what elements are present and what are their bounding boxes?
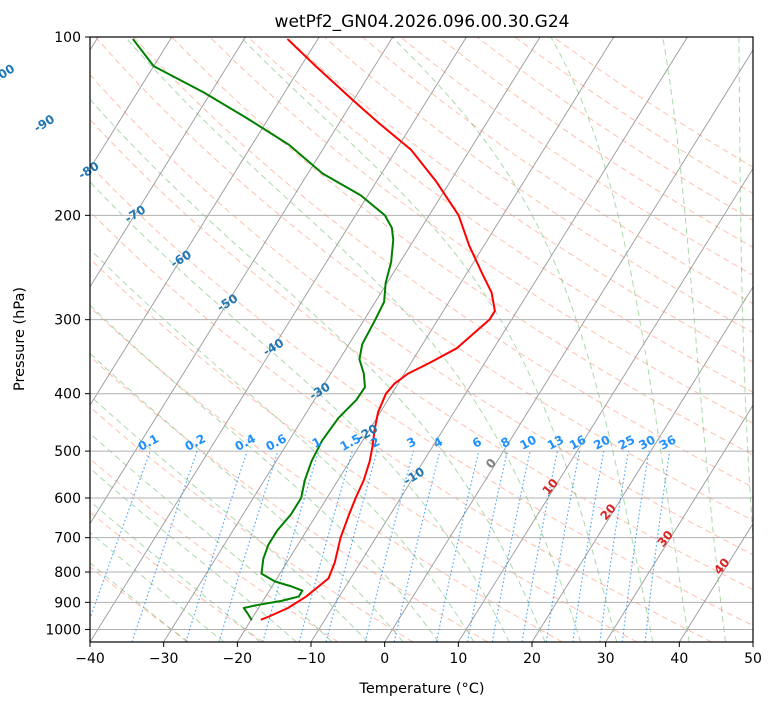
isotherm-line	[90, 37, 467, 642]
moist-adiabat-line	[391, 37, 654, 642]
temperature-profile-line	[260, 38, 496, 621]
dry-adiabat-line	[90, 118, 753, 591]
moist-adiabat-line	[90, 500, 261, 642]
x-tick-label: 10	[449, 651, 467, 667]
dry-adiabat-line	[95, 37, 753, 522]
y-axis-title: Pressure (hPa)	[12, 287, 28, 391]
x-axis-title: Temperature (°C)	[358, 681, 484, 697]
mixing-ratio-line	[325, 450, 378, 642]
isotherm-line	[90, 37, 246, 288]
y-tick-label: 600	[54, 491, 81, 507]
moist-adiabat-line	[90, 467, 297, 642]
mixing-ratio-line	[599, 451, 629, 642]
y-tick-label: 900	[54, 595, 81, 611]
profile-lines	[132, 38, 496, 621]
x-tick-label: 0	[380, 651, 389, 667]
isotherm-line	[384, 49, 753, 642]
y-tick-label: 500	[54, 444, 81, 460]
moist-adiabat-line	[90, 394, 369, 642]
dry-adiabat-line	[90, 566, 190, 642]
dry-adiabat-line	[90, 355, 488, 642]
y-tick-label: 300	[54, 313, 81, 329]
y-tick-label: 700	[54, 531, 81, 547]
mixing-ratio-line	[644, 451, 671, 642]
moist-adiabat-line	[90, 352, 404, 642]
mixing-ratio-line	[131, 450, 198, 642]
moist-adiabat-line	[550, 37, 690, 642]
y-tick-label: 1000	[45, 622, 81, 638]
mixing-ratio-label: 36	[657, 432, 678, 452]
y-tick-label: 200	[54, 208, 81, 224]
dry-adiabat-line	[90, 511, 264, 642]
x-tick-label: −40	[75, 651, 105, 667]
x-tick-label: 20	[523, 651, 541, 667]
mixing-ratio-label: 10	[517, 432, 538, 452]
moist-adiabat-line	[90, 98, 546, 642]
mixing-ratio-line	[621, 451, 650, 642]
background-lines	[90, 37, 753, 642]
isotherm-line	[605, 404, 753, 642]
x-tick-label: −30	[149, 651, 179, 667]
isotherm-line	[310, 37, 688, 642]
dry-adiabat-line	[285, 37, 753, 363]
dry-adiabat-line	[133, 37, 753, 488]
mixing-ratio-line	[262, 450, 320, 642]
isotherm-line	[163, 37, 541, 642]
isotherm-line	[90, 37, 173, 170]
mixing-ratio-label: 13	[545, 432, 566, 452]
isotherm-line	[90, 37, 394, 525]
moist-adiabat-line	[90, 304, 439, 642]
isotherm-line	[236, 37, 615, 642]
moist-adiabat-line	[124, 37, 582, 642]
isotherm-line	[678, 522, 753, 642]
dry-adiabat-line	[323, 37, 753, 334]
y-tick-label: 400	[54, 387, 81, 403]
y-tick-label: 100	[54, 30, 81, 46]
dry-adiabat-line	[90, 73, 753, 556]
mixing-ratio-label: 20	[591, 432, 612, 452]
dewpoint-profile-line	[132, 38, 395, 621]
axes: −40 −30 −20 −10 0 10 20 30 40 50 100 200 300 400 500 60…	[45, 30, 762, 667]
moist-adiabat-line	[662, 37, 727, 642]
isotherm-line	[90, 37, 320, 407]
moist-adiabat-line	[738, 37, 753, 544]
dry-adiabat-line	[171, 37, 753, 456]
dry-adiabat-line	[90, 306, 563, 642]
x-tick-label: 30	[597, 651, 615, 667]
dry-adiabat-line	[90, 164, 753, 627]
dry-adiabat-line	[90, 258, 638, 642]
isotherm-line	[457, 167, 753, 642]
mixing-ratio-line	[298, 450, 353, 642]
plot-frame	[89, 36, 754, 643]
mixing-ratio-label: 30	[636, 432, 657, 452]
x-tick-label: −10	[296, 651, 326, 667]
mixing-ratio-line	[435, 450, 480, 642]
x-tick-label: −20	[223, 651, 253, 667]
chart-title: wetPf2_GN04.2026.096.00.30.G24	[275, 12, 570, 32]
y-tick-label: 800	[54, 565, 81, 581]
mixing-ratio-line	[393, 450, 441, 642]
dry-adiabat-line	[90, 458, 339, 642]
mixing-ratio-label: 25	[616, 432, 637, 452]
x-tick-label: 50	[744, 651, 762, 667]
moist-adiabat-line	[90, 248, 475, 642]
isotherm-line	[531, 285, 753, 642]
mixing-ratio-line	[364, 450, 414, 642]
mixing-ratio-line	[572, 451, 605, 642]
x-tick-label: 40	[670, 651, 688, 667]
dry-adiabat-line	[90, 210, 712, 642]
mixing-ratio-line	[218, 450, 279, 642]
mixing-ratio-label: 16	[567, 432, 588, 452]
mixing-ratio-line	[185, 450, 248, 642]
moist-adiabat-line	[90, 181, 510, 642]
